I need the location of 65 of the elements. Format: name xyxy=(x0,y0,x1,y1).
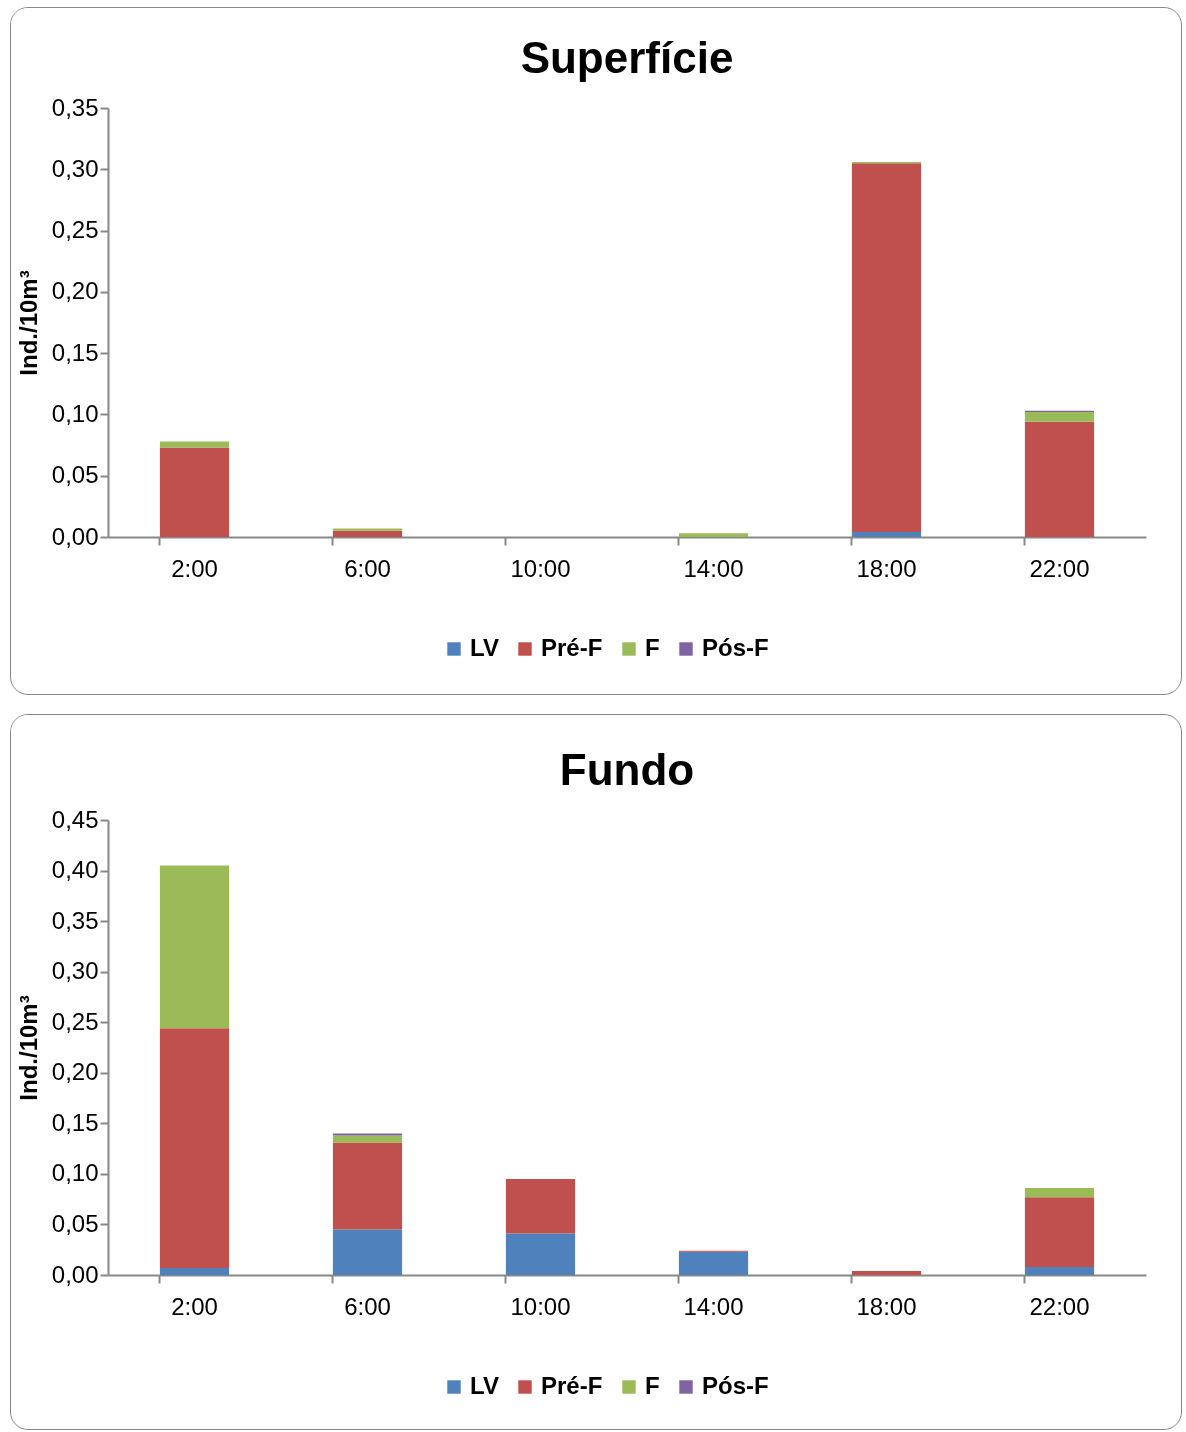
y-tick-label: 0,40 xyxy=(51,856,99,884)
bar xyxy=(1024,421,1095,537)
y-tick-label: 0,30 xyxy=(51,154,99,182)
y-tick-label: 0,25 xyxy=(51,216,99,244)
bar xyxy=(851,532,922,537)
x-tick-label: 22:00 xyxy=(1029,554,1090,582)
y-tick-label: 0,25 xyxy=(51,1007,99,1035)
bar xyxy=(332,1142,403,1230)
y-tick-label: 0,20 xyxy=(51,277,99,305)
x-tick-label: 10:00 xyxy=(510,1292,571,1320)
bar xyxy=(332,1135,403,1143)
y-tick-label: 0,45 xyxy=(51,805,99,833)
legend-label: Pós-F xyxy=(702,1372,769,1399)
x-tick-label: 18:00 xyxy=(856,1292,917,1320)
bar xyxy=(159,865,230,1029)
legend-label: Pós-F xyxy=(702,634,769,661)
x-tick-label: 6:00 xyxy=(344,554,391,582)
bar xyxy=(159,441,230,448)
bar xyxy=(678,1251,749,1275)
legend-label: LV xyxy=(470,634,499,661)
x-tick-label: 14:00 xyxy=(683,554,744,582)
y-tick-label: 0,15 xyxy=(51,1108,99,1136)
bar xyxy=(851,163,922,533)
bar xyxy=(159,447,230,537)
bar xyxy=(159,1267,230,1275)
bar xyxy=(1024,411,1095,422)
y-axis-title: Ind./10m³ xyxy=(14,270,42,376)
legend-label: LV xyxy=(470,1372,499,1399)
y-tick-label: 0,05 xyxy=(51,1209,99,1237)
y-tick-label: 0,10 xyxy=(51,399,99,427)
y-tick-label: 0,35 xyxy=(51,93,99,121)
bar xyxy=(332,1133,403,1136)
y-tick-label: 0,05 xyxy=(51,461,99,489)
x-tick-label: 2:00 xyxy=(171,1292,218,1320)
y-tick-label: 0,30 xyxy=(51,957,99,985)
bar xyxy=(1024,1197,1095,1267)
bar xyxy=(1024,1266,1095,1275)
bar xyxy=(1024,1188,1095,1198)
legend-label: F xyxy=(645,1372,660,1399)
bar xyxy=(159,1028,230,1268)
bar xyxy=(505,1178,576,1234)
y-tick-label: 0,10 xyxy=(51,1159,99,1187)
bar xyxy=(332,530,403,537)
bar xyxy=(678,533,749,537)
x-tick-label: 6:00 xyxy=(344,1292,391,1320)
x-tick-label: 22:00 xyxy=(1029,1292,1090,1320)
y-tick-label: 0,00 xyxy=(51,522,99,550)
bar xyxy=(505,1233,576,1275)
bar xyxy=(332,528,403,531)
y-axis-title: Ind./10m³ xyxy=(14,995,42,1101)
bar xyxy=(851,1270,922,1275)
y-tick-label: 0,20 xyxy=(51,1058,99,1086)
y-tick-label: 0,15 xyxy=(51,338,99,366)
x-tick-label: 18:00 xyxy=(856,554,917,582)
x-tick-label: 2:00 xyxy=(171,554,218,582)
chart-title: Fundo xyxy=(559,745,695,794)
legend-label: F xyxy=(645,634,660,661)
x-tick-label: 14:00 xyxy=(683,1292,744,1320)
legend-label: Pré-F xyxy=(541,1372,603,1399)
y-tick-label: 0,00 xyxy=(51,1260,99,1288)
y-tick-label: 0,35 xyxy=(51,906,99,934)
x-tick-label: 10:00 xyxy=(510,554,571,582)
chart-title: Superfície xyxy=(520,33,734,82)
legend-label: Pré-F xyxy=(541,634,603,661)
bar xyxy=(332,1229,403,1275)
